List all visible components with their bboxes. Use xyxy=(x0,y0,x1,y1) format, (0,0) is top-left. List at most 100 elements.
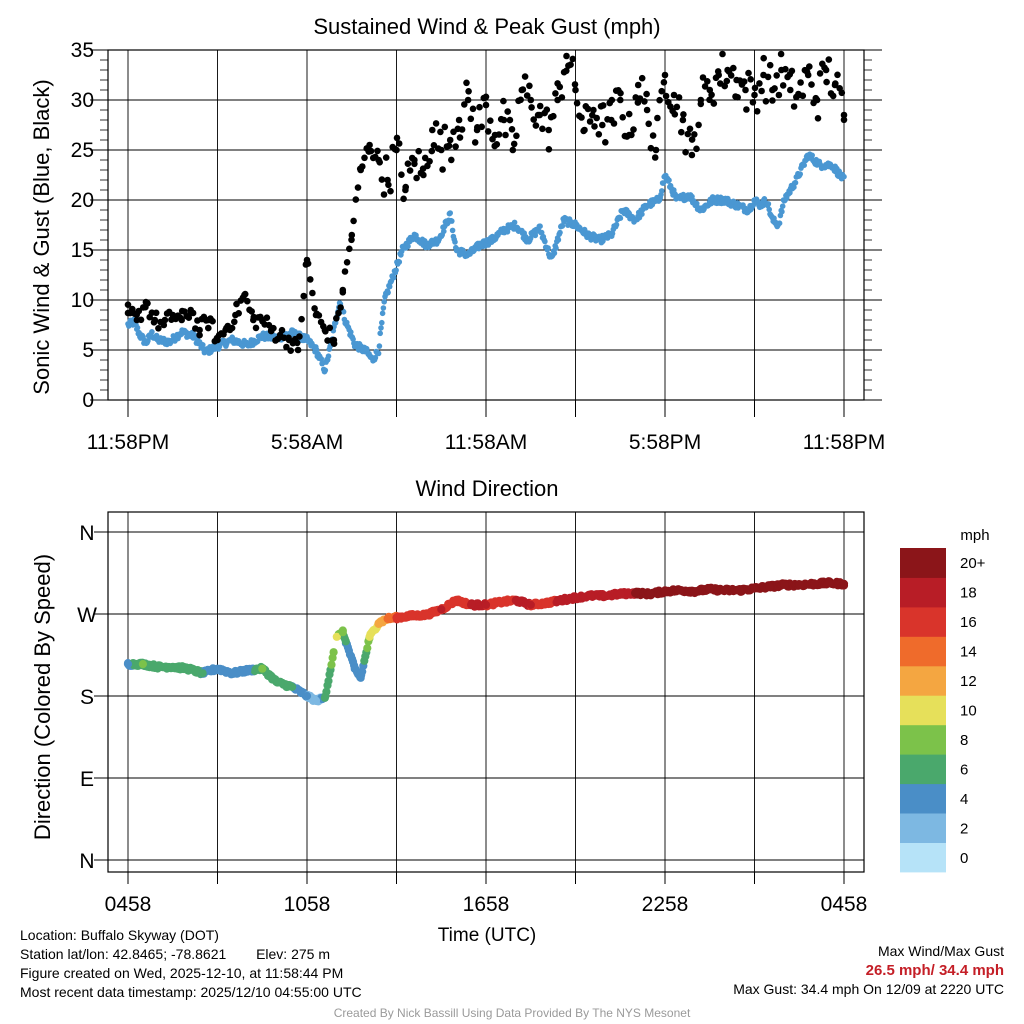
max-summary: Max Wind/Max Gust 26.5 mph/ 34.4 mph Max… xyxy=(733,942,1004,999)
direction-point xyxy=(750,584,759,593)
peak-gust-point xyxy=(530,116,537,123)
peak-gust-point xyxy=(834,71,841,79)
peak-gust-point xyxy=(625,110,633,118)
sustained-wind-point xyxy=(555,237,562,243)
peak-gust-point xyxy=(178,316,185,324)
sustained-wind-point xyxy=(313,346,320,353)
peak-gust-point xyxy=(223,324,230,332)
colorbar-swatch xyxy=(900,695,946,726)
sustained-wind-point xyxy=(375,350,382,357)
direction-point xyxy=(780,580,789,589)
bottom-chart-title: Wind Direction xyxy=(415,476,558,501)
peak-gust-point xyxy=(571,81,579,88)
peak-gust-point xyxy=(445,142,453,150)
peak-gust-point xyxy=(691,131,698,138)
peak-gust-point xyxy=(749,99,757,106)
peak-gust-point xyxy=(413,174,420,182)
sustained-wind-point xyxy=(379,319,385,326)
direction-point xyxy=(571,593,580,602)
peak-gust-point xyxy=(734,94,741,101)
peak-gust-point xyxy=(543,106,551,113)
peak-gust-point xyxy=(142,298,150,306)
sustained-wind-point xyxy=(441,228,447,235)
peak-gust-point xyxy=(375,156,382,164)
sustained-wind-point xyxy=(379,310,386,317)
peak-gust-point xyxy=(339,286,347,294)
sustained-wind-point xyxy=(149,329,155,335)
peak-gust-point xyxy=(634,81,642,89)
top-y-tick-label: 15 xyxy=(71,239,94,262)
direction-point xyxy=(273,678,282,687)
peak-gust-point xyxy=(303,256,311,264)
peak-gust-point xyxy=(608,96,616,104)
sustained-wind-point xyxy=(348,329,354,335)
peak-gust-point xyxy=(528,104,535,111)
peak-gust-point xyxy=(361,154,368,162)
sustained-wind-point xyxy=(322,367,329,374)
peak-gust-point xyxy=(504,108,512,115)
sustained-wind-point xyxy=(553,245,559,251)
peak-gust-point xyxy=(753,108,761,115)
top-x-tick-label: 5:58AM xyxy=(271,431,343,454)
peak-gust-point xyxy=(458,126,466,133)
peak-gust-point xyxy=(654,114,661,122)
peak-gust-point xyxy=(638,74,646,82)
direction-point xyxy=(795,580,804,589)
peak-gust-point xyxy=(382,154,390,161)
direction-point xyxy=(810,579,819,589)
peak-gust-point xyxy=(578,114,585,121)
direction-point xyxy=(228,669,237,678)
peak-gust-point xyxy=(267,326,275,334)
peak-gust-point xyxy=(806,63,813,70)
peak-gust-point xyxy=(787,86,794,94)
bottom-y-tick-label: W xyxy=(77,604,97,627)
direction-point xyxy=(422,610,431,620)
colorbar-swatch xyxy=(900,783,946,814)
top-y-tick-label: 5 xyxy=(82,339,94,362)
peak-gust-point xyxy=(500,97,507,105)
peak-gust-point xyxy=(804,71,812,79)
sustained-wind-point xyxy=(200,342,206,348)
colorbar-label: 8 xyxy=(960,732,968,749)
peak-gust-point xyxy=(526,82,533,90)
sustained-wind-point xyxy=(542,238,548,245)
peak-gust-point xyxy=(393,134,401,142)
sustained-wind-point xyxy=(666,177,672,183)
peak-gust-point xyxy=(446,136,454,144)
direction-point xyxy=(327,660,336,669)
peak-gust-point xyxy=(357,166,365,174)
peak-gust-point xyxy=(617,96,624,104)
peak-gust-point xyxy=(426,158,433,165)
credit-text: Created By Nick Bassill Using Data Provi… xyxy=(333,1006,691,1020)
peak-gust-point xyxy=(572,86,579,94)
sustained-wind-point xyxy=(452,239,458,245)
direction-point xyxy=(526,600,535,610)
peak-gust-point xyxy=(679,116,687,124)
sustained-wind-point xyxy=(325,353,332,360)
sustained-wind-point xyxy=(809,152,815,159)
peak-gust-point xyxy=(727,72,735,79)
peak-gust-point xyxy=(380,191,388,198)
direction-point xyxy=(383,614,392,623)
colorbar-swatch xyxy=(900,606,946,637)
direction-point xyxy=(825,578,834,588)
peak-gust-point xyxy=(232,311,239,319)
colorbar-label: 0 xyxy=(960,850,968,867)
peak-gust-point xyxy=(778,66,785,74)
peak-gust-point xyxy=(469,105,477,113)
peak-gust-point xyxy=(352,196,360,203)
peak-gust-point xyxy=(283,343,290,351)
peak-gust-point xyxy=(276,331,284,339)
peak-gust-point xyxy=(151,316,159,324)
peak-gust-point xyxy=(536,111,543,119)
colorbar-label: 10 xyxy=(960,703,977,720)
peak-gust-point xyxy=(293,339,301,347)
peak-gust-point xyxy=(312,311,320,319)
max-gust-text: Max Gust: 34.4 mph On 12/09 at 2220 UTC xyxy=(733,981,1004,997)
sustained-wind-point xyxy=(639,211,645,217)
peak-gust-point xyxy=(231,318,238,326)
direction-point xyxy=(311,696,321,705)
direction-point xyxy=(437,605,446,614)
top-y-tick-label: 0 xyxy=(82,389,94,412)
colorbar-swatch xyxy=(900,724,946,755)
